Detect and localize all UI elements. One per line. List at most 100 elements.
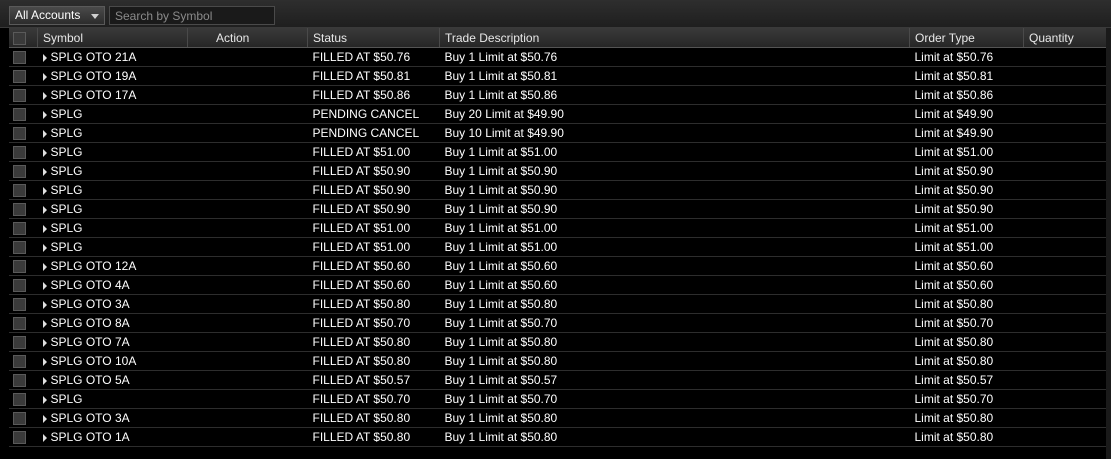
- expand-arrow-icon[interactable]: [42, 338, 47, 347]
- action-cell[interactable]: [187, 47, 308, 67]
- column-header-symbol[interactable]: Symbol: [37, 28, 188, 48]
- action-cell[interactable]: [187, 237, 308, 257]
- action-cell[interactable]: [187, 123, 308, 143]
- action-cell[interactable]: [187, 256, 308, 276]
- symbol-cell[interactable]: SPLG: [37, 389, 188, 409]
- row-select-cell[interactable]: [9, 66, 38, 86]
- symbol-cell[interactable]: SPLG OTO 17A: [37, 85, 188, 105]
- table-row[interactable]: SPLG FILLED AT $50.90 Buy 1 Limit at $50.9…: [9, 180, 1111, 200]
- symbol-cell[interactable]: SPLG OTO 1A: [37, 427, 188, 447]
- column-header-order-type[interactable]: Order Type: [909, 28, 1024, 48]
- symbol-cell[interactable]: SPLG: [37, 199, 188, 219]
- expand-arrow-icon[interactable]: [42, 91, 47, 100]
- action-cell[interactable]: [187, 408, 308, 428]
- row-select-cell[interactable]: [9, 370, 38, 390]
- expand-arrow-icon[interactable]: [42, 72, 47, 81]
- row-checkbox[interactable]: [13, 355, 26, 369]
- symbol-cell[interactable]: SPLG: [37, 104, 188, 124]
- action-cell[interactable]: [187, 351, 308, 371]
- expand-arrow-icon[interactable]: [42, 414, 47, 423]
- row-checkbox[interactable]: [13, 241, 26, 255]
- row-checkbox[interactable]: [13, 146, 26, 160]
- row-select-cell[interactable]: [9, 123, 38, 143]
- symbol-cell[interactable]: SPLG OTO 3A: [37, 408, 188, 428]
- action-cell[interactable]: [187, 294, 308, 314]
- row-checkbox[interactable]: [13, 184, 26, 198]
- row-checkbox[interactable]: [13, 374, 26, 388]
- account-select[interactable]: All Accounts: [9, 6, 105, 25]
- action-cell[interactable]: [187, 161, 308, 181]
- action-cell[interactable]: [187, 332, 308, 352]
- action-cell[interactable]: [187, 389, 308, 409]
- action-cell[interactable]: [187, 199, 308, 219]
- expand-arrow-icon[interactable]: [42, 395, 47, 404]
- expand-arrow-icon[interactable]: [42, 243, 47, 252]
- row-select-cell[interactable]: [9, 142, 38, 162]
- action-cell[interactable]: [187, 104, 308, 124]
- symbol-cell[interactable]: SPLG OTO 12A: [37, 256, 188, 276]
- table-row[interactable]: SPLG OTO 4A FILLED AT $50.60 Buy 1 Limit a…: [9, 275, 1111, 295]
- expand-arrow-icon[interactable]: [42, 110, 47, 119]
- expand-arrow-icon[interactable]: [42, 53, 47, 62]
- row-select-cell[interactable]: [9, 256, 38, 276]
- expand-arrow-icon[interactable]: [42, 319, 47, 328]
- table-row[interactable]: SPLG FILLED AT $51.00 Buy 1 Limit at $51.0…: [9, 237, 1111, 257]
- table-row[interactable]: SPLG OTO 12A FILLED AT $50.60 Buy 1 Limit …: [9, 256, 1111, 276]
- row-select-cell[interactable]: [9, 104, 38, 124]
- row-select-cell[interactable]: [9, 408, 38, 428]
- row-checkbox[interactable]: [13, 51, 26, 65]
- select-all-checkbox[interactable]: [13, 31, 26, 45]
- header-select-all[interactable]: [9, 28, 38, 48]
- table-row[interactable]: SPLG OTO 10A FILLED AT $50.80 Buy 1 Limit …: [9, 351, 1111, 371]
- action-cell[interactable]: [187, 180, 308, 200]
- action-cell[interactable]: [187, 313, 308, 333]
- action-cell[interactable]: [187, 142, 308, 162]
- symbol-cell[interactable]: SPLG: [37, 237, 188, 257]
- symbol-cell[interactable]: SPLG OTO 4A: [37, 275, 188, 295]
- table-row[interactable]: SPLG OTO 5A FILLED AT $50.57 Buy 1 Limit a…: [9, 370, 1111, 390]
- expand-arrow-icon[interactable]: [42, 167, 47, 176]
- row-select-cell[interactable]: [9, 294, 38, 314]
- row-checkbox[interactable]: [13, 260, 26, 274]
- expand-arrow-icon[interactable]: [42, 224, 47, 233]
- expand-arrow-icon[interactable]: [42, 262, 47, 271]
- row-select-cell[interactable]: [9, 180, 38, 200]
- table-row[interactable]: SPLG FILLED AT $50.90 Buy 1 Limit at $50.9…: [9, 161, 1111, 181]
- table-row[interactable]: SPLG OTO 21A FILLED AT $50.76 Buy 1 Limit …: [9, 47, 1111, 67]
- vertical-scrollbar[interactable]: [1106, 28, 1111, 459]
- symbol-cell[interactable]: SPLG OTO 10A: [37, 351, 188, 371]
- row-checkbox[interactable]: [13, 393, 26, 407]
- row-checkbox[interactable]: [13, 222, 26, 236]
- expand-arrow-icon[interactable]: [42, 357, 47, 366]
- symbol-cell[interactable]: SPLG: [37, 180, 188, 200]
- row-select-cell[interactable]: [9, 218, 38, 238]
- row-select-cell[interactable]: [9, 332, 38, 352]
- action-cell[interactable]: [187, 370, 308, 390]
- action-cell[interactable]: [187, 275, 308, 295]
- symbol-cell[interactable]: SPLG OTO 7A: [37, 332, 188, 352]
- row-checkbox[interactable]: [13, 317, 26, 331]
- expand-arrow-icon[interactable]: [42, 186, 47, 195]
- action-cell[interactable]: [187, 427, 308, 447]
- action-cell[interactable]: [187, 218, 308, 238]
- symbol-cell[interactable]: SPLG OTO 8A: [37, 313, 188, 333]
- expand-arrow-icon[interactable]: [42, 281, 47, 290]
- row-select-cell[interactable]: [9, 427, 38, 447]
- table-row[interactable]: SPLG FILLED AT $51.00 Buy 1 Limit at $51.0…: [9, 142, 1111, 162]
- symbol-cell[interactable]: SPLG: [37, 218, 188, 238]
- row-checkbox[interactable]: [13, 203, 26, 217]
- row-checkbox[interactable]: [13, 165, 26, 179]
- row-checkbox[interactable]: [13, 431, 26, 445]
- symbol-cell[interactable]: SPLG OTO 3A: [37, 294, 188, 314]
- expand-arrow-icon[interactable]: [42, 129, 47, 138]
- row-checkbox[interactable]: [13, 279, 26, 293]
- table-row[interactable]: SPLG OTO 8A FILLED AT $50.70 Buy 1 Limit a…: [9, 313, 1111, 333]
- row-select-cell[interactable]: [9, 161, 38, 181]
- symbol-search-input[interactable]: [109, 6, 275, 25]
- action-cell[interactable]: [187, 66, 308, 86]
- table-row[interactable]: SPLG OTO 3A FILLED AT $50.80 Buy 1 Limit a…: [9, 408, 1111, 428]
- row-checkbox[interactable]: [13, 336, 26, 350]
- row-select-cell[interactable]: [9, 351, 38, 371]
- symbol-cell[interactable]: SPLG: [37, 123, 188, 143]
- expand-arrow-icon[interactable]: [42, 376, 47, 385]
